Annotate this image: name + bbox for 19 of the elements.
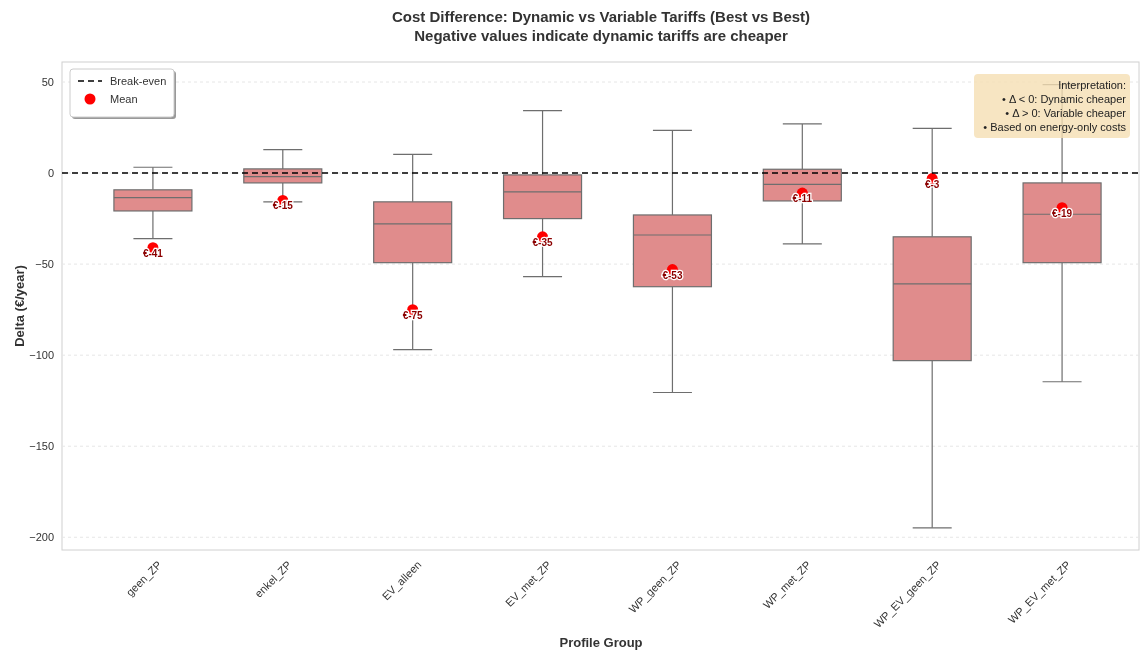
y-tick-label: −50 bbox=[35, 257, 54, 270]
y-tick-label: 50 bbox=[41, 75, 54, 88]
data-label: €-11 bbox=[792, 193, 813, 205]
y-tick-label: −150 bbox=[29, 440, 54, 453]
legend-label: Break-even bbox=[110, 74, 167, 87]
data-label: €-41 bbox=[142, 247, 164, 259]
annotation: Interpretation: • Δ < 0: Dynamic cheaper • Δ > 0: Variable cheaper • Based on energy-only costs bbox=[983, 79, 1127, 133]
chart-subtitle: Negative values indicate dynamic tariffs are cheaper bbox=[414, 27, 788, 44]
data-label: €-53 bbox=[662, 269, 683, 281]
data-label: €-15 bbox=[272, 200, 294, 212]
x-axis-title: Profile Group bbox=[559, 635, 643, 650]
y-axis-title: Delta (€/year) bbox=[12, 265, 27, 347]
chart-title: Cost Difference: Dynamic vs Variable Tariffs (Best vs Best) bbox=[391, 8, 811, 25]
y-tick-label: −200 bbox=[29, 531, 54, 544]
data-label: €-75 bbox=[402, 309, 424, 321]
legend-label: Mean bbox=[110, 92, 138, 105]
y-tick-label: 0 bbox=[47, 166, 54, 179]
y-tick-label: −100 bbox=[29, 349, 54, 362]
data-label: €-3 bbox=[924, 178, 940, 190]
